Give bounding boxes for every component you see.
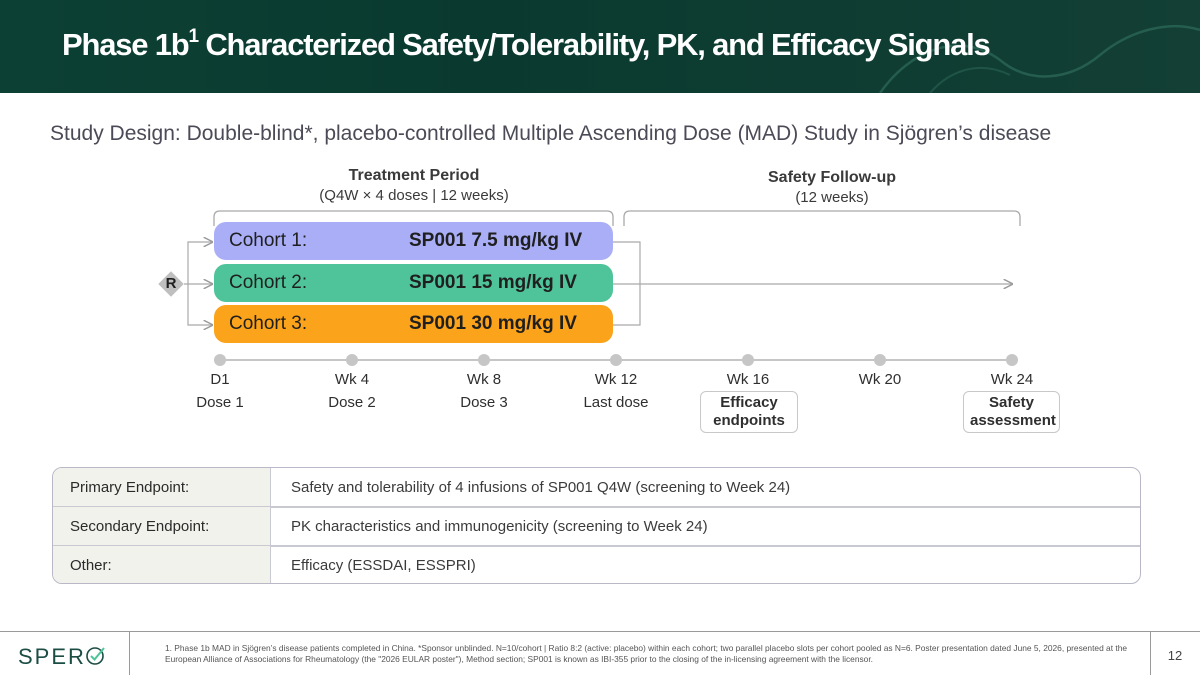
efficacy-endpoints-line1: Efficacy (720, 394, 778, 411)
efficacy-endpoints-line2: endpoints (713, 412, 785, 429)
randomization-label: R (165, 275, 177, 292)
endpoint-row-other: Other: Efficacy (ESSDAI, ESSPRI) (53, 546, 1140, 583)
spero-logo: SPER (18, 644, 86, 669)
endpoint-row-primary: Primary Endpoint: Safety and tolerabilit… (53, 468, 1140, 507)
cohort-dose: SP001 7.5 mg/kg IV (409, 230, 583, 251)
page-number: 12 (1167, 648, 1183, 663)
safety-assessment-line2: assessment (970, 412, 1056, 429)
footnote: 1. Phase 1b MAD in Sjögren’s disease pat… (165, 643, 1128, 664)
timeline-week-label: Wk 12 (594, 371, 638, 388)
page-title: Phase 1b1 Characterized Safety/Tolerabil… (62, 25, 991, 62)
timeline-event-label: Last dose (583, 394, 649, 411)
timeline-week-label: Wk 20 (858, 371, 902, 388)
cohort-bar-2: Cohort 2: SP001 15 mg/kg IV (214, 264, 613, 302)
timeline-dot (1006, 354, 1018, 366)
endpoint-label: Secondary Endpoint: (53, 507, 271, 546)
footer-divider (0, 631, 1200, 632)
endpoint-divider (53, 506, 1140, 508)
cohort-dose: SP001 15 mg/kg IV (409, 272, 577, 293)
timeline-week-label: Wk 4 (334, 371, 370, 388)
timeline-event-label: Dose 2 (328, 394, 376, 411)
timeline-dot (346, 354, 358, 366)
safety-followup-heading: Safety Follow-up (12 weeks) (732, 169, 932, 206)
cohort-bar-3: Cohort 3: SP001 30 mg/kg IV (214, 305, 613, 343)
safety-assessment-line1: Safety (988, 394, 1035, 411)
endpoint-label: Primary Endpoint: (53, 468, 271, 507)
treatment-period-title: Treatment Period (348, 167, 480, 184)
efficacy-endpoints-box: Efficacy endpoints (700, 391, 798, 433)
timeline-event-label: Dose 3 (460, 394, 508, 411)
endpoints-table: Primary Endpoint: Safety and tolerabilit… (52, 467, 1141, 584)
safety-followup-title: Safety Follow-up (768, 169, 896, 186)
treatment-period-detail: (Q4W × 4 doses | 12 weeks) (319, 187, 509, 204)
timeline-dot (214, 354, 226, 366)
cohort-name: Cohort 1: (229, 230, 308, 251)
header-banner: Phase 1b1 Characterized Safety/Tolerabil… (0, 0, 1200, 93)
endpoint-row-secondary: Secondary Endpoint: PK characteristics a… (53, 507, 1140, 546)
study-design-subtitle: Study Design: Double-blind*, placebo-con… (50, 122, 1052, 145)
endpoint-value: Safety and tolerability of 4 infusions o… (291, 479, 791, 496)
cohort-name: Cohort 2: (229, 272, 308, 293)
timeline-event-label: Dose 1 (196, 394, 244, 411)
cohort-dose: SP001 30 mg/kg IV (409, 313, 577, 334)
logo-o-check-icon (86, 647, 105, 665)
timeline-week-label: Wk 8 (466, 371, 502, 388)
cohort-bar-1: Cohort 1: SP001 7.5 mg/kg IV (214, 222, 613, 260)
randomization-badge: R (158, 271, 184, 297)
timeline-dot (742, 354, 754, 366)
safety-followup-detail: (12 weeks) (795, 189, 869, 206)
endpoint-label: Other: (53, 546, 271, 583)
endpoint-value: Efficacy (ESSDAI, ESSPRI) (291, 557, 476, 574)
footer-logo-divider (129, 632, 130, 675)
endpoint-divider (53, 545, 1140, 547)
timeline-dot (478, 354, 490, 366)
safety-assessment-box: Safety assessment (963, 391, 1060, 433)
footer-page-divider (1150, 632, 1151, 675)
treatment-period-heading: Treatment Period (Q4W × 4 doses | 12 wee… (300, 167, 528, 204)
timeline-week-label: D1 (210, 371, 230, 388)
timeline-week-label: Wk 24 (990, 371, 1034, 388)
cohort-name: Cohort 3: (229, 313, 308, 334)
timeline-week-label: Wk 16 (726, 371, 770, 388)
timeline-dot (874, 354, 886, 366)
timeline-dot (610, 354, 622, 366)
decorative-swirl-icon (878, 24, 1200, 93)
endpoint-value: PK characteristics and immunogenicity (s… (291, 518, 708, 535)
